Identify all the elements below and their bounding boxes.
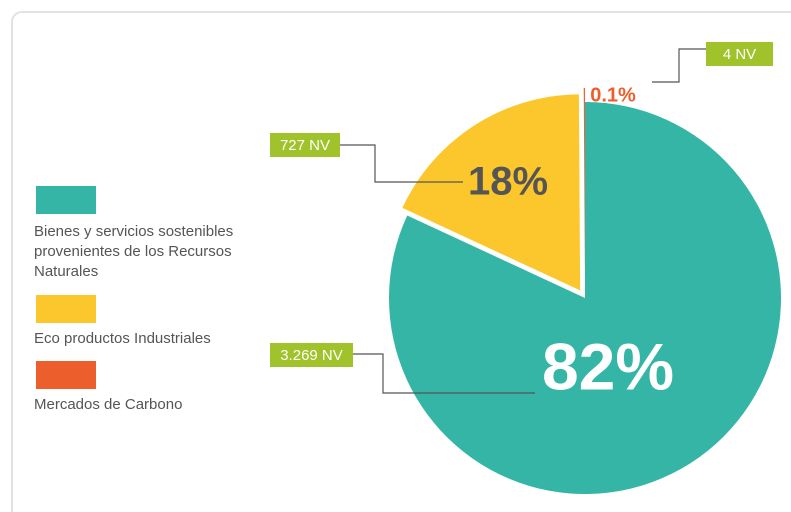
callout-box xyxy=(270,343,353,367)
legend-swatch xyxy=(36,295,96,323)
callout-label: 3.269 NV xyxy=(280,347,343,364)
legend-swatch xyxy=(36,361,96,389)
callout-box xyxy=(706,42,773,66)
value-label: 18% xyxy=(468,160,548,204)
callout-line xyxy=(340,144,463,183)
pie-slice xyxy=(583,88,585,285)
callout-label: 727 NV xyxy=(280,137,330,154)
value-label: 82% xyxy=(542,329,674,403)
legend-swatch xyxy=(36,186,96,214)
legend-label: Mercados de Carbono xyxy=(34,396,183,413)
callout-label: 4 NV xyxy=(723,46,756,63)
pie-slice xyxy=(402,94,581,291)
callout-box xyxy=(270,133,340,157)
callout-line xyxy=(652,48,706,83)
callout-line xyxy=(353,353,535,394)
pie-slice xyxy=(388,102,781,494)
legend-label: Eco productos Industriales xyxy=(34,330,211,347)
legend-label: Bienes y servicios sostenibles provenien… xyxy=(34,223,234,280)
value-label: 0.1% xyxy=(590,84,636,106)
